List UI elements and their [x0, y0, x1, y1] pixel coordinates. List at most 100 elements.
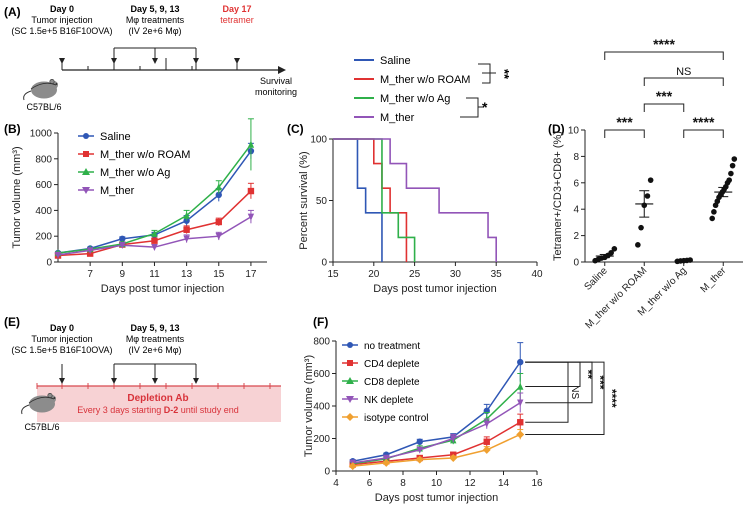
y-axis-title-b: Tumor volume (mm³) — [11, 146, 23, 248]
data-point-b-m-ther-w-o-roam-4 — [183, 226, 190, 233]
data-point-b-m-ther-w-o-roam-5 — [215, 218, 222, 226]
legend-f-label-1: CD4 deplete — [364, 359, 420, 370]
legend-f-marker-3 — [346, 396, 354, 403]
sig-label-f-isotype-control: **** — [605, 389, 619, 408]
y-tick-label-f-800: 800 — [313, 337, 330, 348]
scatter-point-m-ther-10 — [726, 177, 732, 183]
y-tick-label-d-10: 10 — [568, 126, 580, 137]
series-line-f-nk-deplete — [352, 402, 521, 464]
data-point-f-cd8-deplete-5 — [517, 382, 524, 390]
x-tick-label-b-15: 15 — [213, 269, 225, 280]
x-tick-label-c-30: 30 — [450, 269, 462, 280]
panel-label-f: (F) — [313, 315, 328, 329]
depletion-text: Every 3 days starting D-2 until study en… — [77, 405, 239, 415]
data-point-b-m-ther-w-o-roam-6 — [247, 187, 255, 195]
scatter-point-saline-6 — [611, 246, 618, 252]
y-tick-label-f-400: 400 — [313, 402, 330, 413]
scatter-point-m-ther-w-o-roam-4 — [647, 177, 654, 183]
legend-b-marker-2 — [82, 168, 90, 175]
legend-f-label-2: CD8 deplete — [364, 377, 420, 388]
y-tick-label-c-50: 50 — [316, 196, 328, 207]
day0-label-e: Day 0 — [50, 323, 74, 333]
sig-label-f-nk-deplete: *** — [593, 375, 607, 389]
sig-bracket-f-nk-deplete — [525, 361, 593, 404]
data-point-b-m-ther-3 — [151, 243, 158, 251]
legend-f-label-0: no treatment — [364, 341, 420, 352]
series-line-f-no-treatment — [352, 361, 521, 462]
panel-a: (A) Day 0 Tumor injection (SC 1.5e+5 B16… — [4, 4, 297, 112]
legend-f-marker-2 — [346, 377, 354, 384]
data-point-f-no-treatment-5 — [517, 358, 524, 366]
inj1-label-a: Tumor injection — [31, 15, 92, 25]
sig-label-d-1-3: NS — [676, 66, 691, 78]
legend-b-marker-3 — [82, 187, 90, 194]
data-point-b-m-ther-2 — [119, 242, 126, 250]
sig-bracket-d-0-1 — [604, 129, 645, 138]
x-tick-label-f-12: 12 — [464, 478, 476, 489]
category-label-m-ther: M_ther — [699, 265, 729, 295]
chart-f: 0 200 400 600 800 4 6 8 10 12 14 16 Days post tumor … — [303, 337, 619, 505]
mouse-label-a: C57BL/6 — [26, 102, 61, 112]
data-point-f-isotype-control-3 — [449, 454, 458, 462]
data-point-f-isotype-control-4 — [482, 445, 491, 454]
panel-c: (C) 0 50 100 15 20 25 30 35 40 Days post tumor in… — [287, 122, 543, 295]
tetramer-label: tetramer — [220, 15, 254, 25]
mouse-label-e: C57BL/6 — [24, 422, 59, 432]
legend-f-marker-0 — [347, 342, 353, 348]
y-tick-label-c-0: 0 — [321, 258, 327, 269]
data-point-f-nk-deplete-5 — [517, 399, 524, 407]
x-tick-label-f-6: 6 — [367, 478, 373, 489]
data-point-b-m-ther-6 — [247, 213, 255, 221]
legend-label-ag: M_ther w/o Ag — [380, 93, 450, 105]
inj1-label-e: Tumor injection — [31, 334, 92, 344]
x-tick-label-b-11: 11 — [149, 269, 160, 280]
data-point-b-m-ther-w-o-roam-3 — [151, 237, 158, 244]
sig-label-d-0-1: *** — [616, 114, 633, 130]
data-point-f-nk-deplete-4 — [483, 420, 490, 428]
sig-bracket-d-2-3 — [683, 129, 724, 138]
top-legend: Saline M_ther w/o ROAM M_ther w/o Ag M_t… — [354, 55, 512, 124]
scatter-point-m-ther-1 — [711, 209, 717, 215]
x-axis-title-c: Days post tumor injection — [373, 283, 497, 295]
data-point-b-saline-2 — [119, 235, 126, 242]
treat1-label-e: Mφ treatments — [126, 334, 185, 344]
category-label-saline: Saline — [582, 265, 610, 293]
scatter-point-m-ther-12 — [729, 162, 736, 169]
legend-f: no treatment CD4 deplete CD8 deplete NK … — [342, 341, 428, 424]
timeline-a-ticks — [61, 58, 238, 70]
x-tick-label-b-9: 9 — [120, 269, 126, 280]
scatter-point-m-ther-0 — [709, 215, 715, 222]
sig-bracket-f-isotype-control — [525, 361, 605, 435]
timeline-a-arrow — [278, 66, 286, 74]
y-tick-label-f-600: 600 — [313, 369, 330, 380]
series-line-f-isotype-control — [352, 433, 521, 467]
panel-label-c: (C) — [287, 122, 304, 136]
legend-b-label-1: M_ther w/o ROAM — [100, 149, 190, 161]
y-tick-label-f-0: 0 — [324, 467, 330, 478]
panel-label-d: (D) — [548, 122, 565, 136]
x-tick-label-b-13: 13 — [181, 269, 193, 280]
timeline-e-ticks — [36, 383, 271, 389]
y-tick-label-b-0: 0 — [46, 258, 52, 269]
x-tick-label-f-10: 10 — [431, 478, 443, 489]
survival-label-1: Survival — [260, 76, 292, 86]
treat1-label-a: Mφ treatments — [126, 15, 185, 25]
survival-curve-m-ther — [333, 138, 498, 262]
y-tick-label-d-6: 6 — [573, 178, 579, 189]
data-point-f-isotype-control-0 — [348, 462, 357, 471]
data-point-b-m-ther-1 — [86, 247, 94, 255]
y-tick-label-b-200: 200 — [35, 232, 52, 243]
panel-f: (F) 0 200 400 600 800 4 6 8 10 12 14 16 Days post tu… — [303, 315, 619, 504]
inj2-label-e: (SC 1.5e+5 B16F10OVA) — [11, 345, 112, 355]
data-point-b-m-ther-w-o-ag-5 — [215, 183, 222, 191]
y-tick-label-b-400: 400 — [35, 206, 52, 217]
panel-label-e: (E) — [4, 315, 20, 329]
survival-label-2: monitoring — [255, 87, 297, 97]
x-tick-label-c-25: 25 — [409, 269, 421, 280]
legend-sig-outer: ** — [497, 69, 512, 80]
legend-f-label-3: NK deplete — [364, 395, 414, 406]
scatter-point-m-ther-w-o-roam-3 — [644, 193, 651, 199]
y-tick-label-d-4: 4 — [573, 205, 579, 216]
legend-b-label-3: M_ther — [100, 185, 135, 197]
